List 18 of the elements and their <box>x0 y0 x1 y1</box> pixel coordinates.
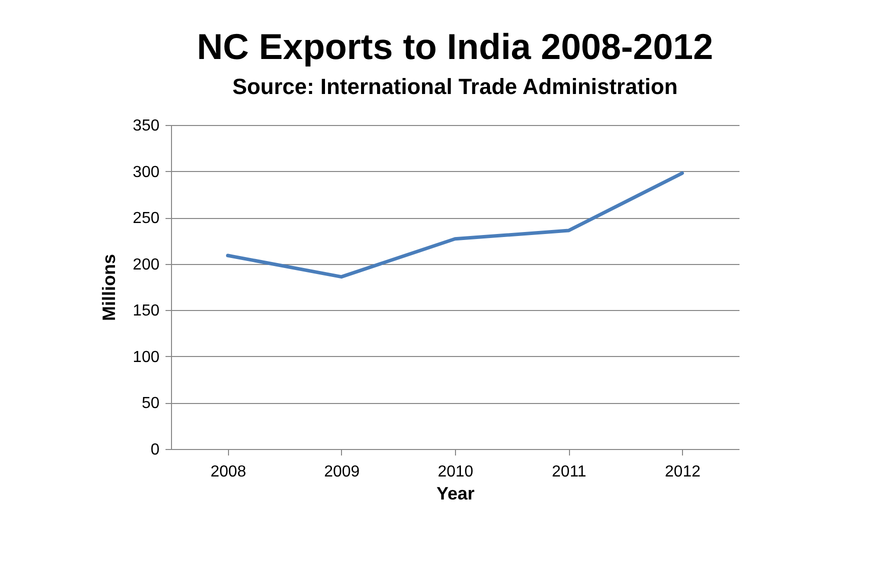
x-tick-label: 2010 <box>438 464 474 480</box>
line-series <box>226 171 684 279</box>
chart-title: NC Exports to India 2008-2012 <box>196 26 714 67</box>
y-tick-label: 200 <box>132 256 160 274</box>
y-tick-label: 0 <box>150 442 160 458</box>
y-tick-label: 50 <box>142 395 160 412</box>
chart-subtitle: Source: International Trade Administration <box>232 74 678 99</box>
y-tick-label: 350 <box>132 118 160 134</box>
y-tick-label: 150 <box>132 302 160 320</box>
x-axis-title: Year <box>436 484 475 504</box>
y-tick-label: 100 <box>132 348 160 366</box>
y-tick-label: 250 <box>132 210 160 228</box>
y-tick-label: 300 <box>132 164 160 181</box>
y-axis-title: Millions <box>98 254 119 321</box>
x-tick-label: 2011 <box>552 464 586 480</box>
x-tick-label: 2012 <box>664 464 701 480</box>
x-tick-label: 2009 <box>324 464 360 480</box>
x-tick-label: 2008 <box>210 464 246 480</box>
